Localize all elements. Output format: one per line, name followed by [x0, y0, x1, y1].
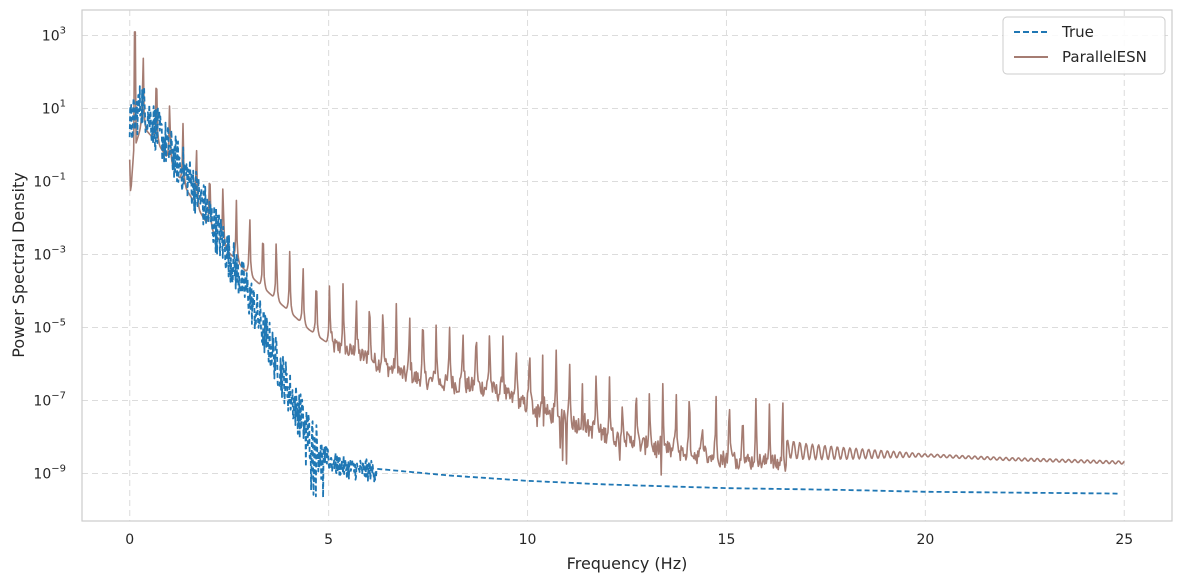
x-tick-label: 5: [324, 532, 333, 548]
x-tick-label: 25: [1115, 532, 1133, 548]
y-axis-title: Power Spectral Density: [9, 172, 28, 357]
y-tick-label: 10−1: [33, 172, 66, 191]
y-tick-label: 103: [42, 26, 66, 45]
x-tick-label: 0: [125, 532, 134, 548]
legend: True ParallelESN: [1002, 16, 1166, 75]
x-axis-title: Frequency (Hz): [567, 554, 688, 573]
x-tick-label: 20: [916, 532, 934, 548]
y-tick-label: 10−5: [33, 318, 66, 337]
x-axis-ticks: 0 5 10 15 20 25: [125, 532, 1133, 548]
x-tick-label: 15: [718, 532, 736, 548]
y-tick-label: 101: [42, 99, 66, 118]
x-tick-label: 10: [519, 532, 537, 548]
plot-frame: [81, 9, 1173, 522]
y-tick-label: 10−9: [33, 464, 66, 483]
y-tick-label: 10−3: [33, 245, 66, 264]
legend-label-true: True: [1061, 23, 1094, 41]
plot-area: [128, 31, 1125, 499]
y-tick-label: 10−7: [33, 391, 66, 410]
series-true-line: [128, 85, 1121, 499]
legend-label-parallelesn: ParallelESN: [1062, 48, 1147, 66]
y-axis-ticks: 103 101 10−1 10−3 10−5 10−7 10−9: [33, 26, 66, 483]
series-parallelesn-line: [128, 31, 1125, 476]
